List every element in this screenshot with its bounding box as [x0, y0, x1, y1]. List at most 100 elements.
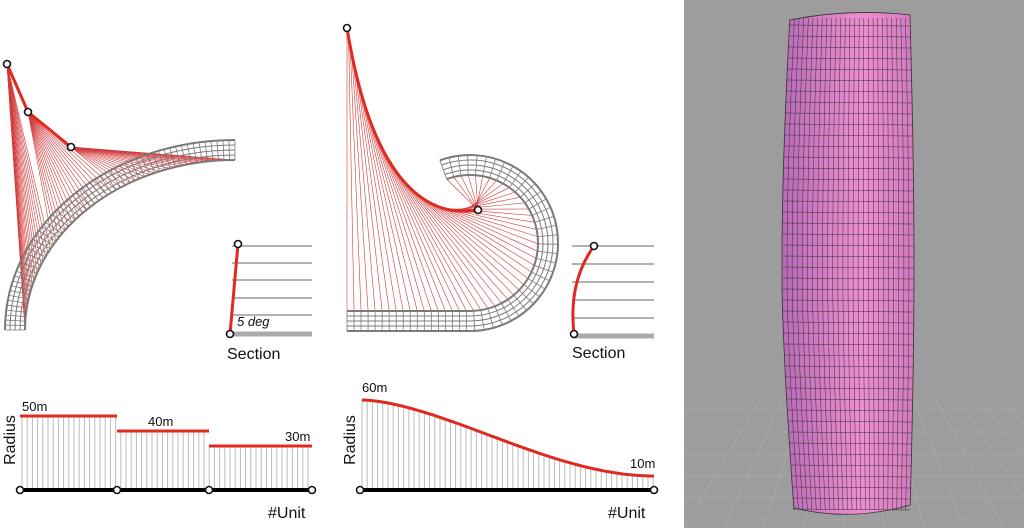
- fan-line: [391, 164, 489, 309]
- fan-line: [27, 111, 99, 201]
- fan-line: [475, 175, 479, 211]
- y-label: Radius: [342, 415, 359, 465]
- y-label: Radius: [2, 415, 19, 465]
- tower-grid: [891, 17, 894, 511]
- tower-grid: [847, 17, 853, 511]
- section-middle: Section: [569, 241, 654, 362]
- fan-line: [6, 63, 32, 291]
- fan-line: [464, 183, 504, 212]
- tower-grid: [862, 17, 866, 511]
- fan-line: [6, 63, 46, 257]
- tower-grid: [905, 17, 910, 511]
- grid-ring: [347, 169, 544, 317]
- division-point: [307, 485, 317, 495]
- fan-line: [359, 87, 397, 312]
- control-point: [473, 205, 483, 215]
- floor-grid: [913, 399, 965, 528]
- fan-line: [403, 180, 514, 296]
- fan-line: [460, 175, 479, 211]
- x-label: #Unit: [608, 505, 646, 522]
- fan-line: [70, 146, 155, 174]
- fan-line: [27, 111, 80, 217]
- fan-line: [355, 71, 383, 312]
- grid-ring: [19, 154, 236, 331]
- fan-line: [27, 111, 91, 207]
- fan-line: [375, 133, 446, 312]
- fan-line: [27, 111, 60, 238]
- tower-grid: [852, 17, 857, 511]
- left-panel: [2, 59, 236, 331]
- step-label: 30m: [285, 429, 310, 444]
- fan-line: [6, 63, 44, 261]
- tower-grid: [886, 17, 889, 511]
- floor-grid: [1001, 399, 1024, 424]
- radius-curve: [361, 398, 655, 478]
- division-point: [112, 485, 122, 495]
- grid-ring: [9, 144, 236, 331]
- fan-line: [27, 111, 95, 204]
- fan-line: [6, 63, 51, 249]
- fan-line: [70, 146, 165, 171]
- fan-line: [27, 111, 66, 231]
- fan-line: [394, 168, 496, 307]
- tower-grid: [900, 17, 905, 511]
- fan-line: [467, 174, 479, 211]
- tower-grid: [791, 17, 804, 511]
- tower-grid: [812, 17, 822, 511]
- tower-grid: [817, 17, 826, 511]
- fan-line: [349, 46, 362, 312]
- division-point: [355, 485, 365, 495]
- control-point: [2, 59, 12, 69]
- fan-line: [357, 79, 390, 312]
- tower-grid: [786, 17, 799, 511]
- section-label: Section: [227, 346, 280, 363]
- tower-grid: [807, 17, 817, 511]
- fan-line: [27, 111, 87, 210]
- fan-line: [27, 111, 54, 246]
- tower-grid: [822, 17, 830, 511]
- fan-line: [70, 146, 145, 177]
- fan-line: [453, 176, 479, 211]
- control-point: [342, 23, 352, 33]
- division-point: [204, 485, 214, 495]
- grid-ring: [347, 159, 554, 327]
- fan-line: [70, 146, 150, 175]
- tower-view: [683, 12, 1024, 528]
- fan-line: [370, 121, 432, 312]
- fan-line: [6, 63, 49, 253]
- grid-ring: [14, 149, 236, 331]
- fan-line: [348, 37, 355, 312]
- fan-line: [6, 63, 40, 270]
- fan-line: [27, 111, 76, 220]
- end-label: 10m: [630, 456, 655, 471]
- grid-ring: [347, 154, 559, 332]
- fan-line: [385, 155, 474, 312]
- fan-line: [372, 127, 439, 312]
- step-label: 40m: [148, 414, 173, 429]
- control-point: [66, 142, 76, 152]
- floor-grid: [979, 399, 1024, 455]
- fan-line: [388, 160, 482, 311]
- step-label: 50m: [22, 399, 47, 414]
- floor-grid: [935, 399, 1005, 528]
- fan-line: [70, 146, 181, 167]
- division-point: [649, 485, 659, 495]
- section-label: Section: [572, 345, 625, 362]
- fan-line: [27, 111, 104, 199]
- fan-line: [380, 145, 460, 312]
- start-label: 60m: [362, 380, 387, 395]
- fan-line: [396, 172, 502, 304]
- middle-panel: [342, 23, 559, 332]
- tower-grid: [868, 17, 871, 511]
- tower-grid: [872, 17, 875, 511]
- fan-line: [457, 191, 516, 212]
- fan-line: [70, 146, 176, 168]
- tower-grid: [837, 17, 844, 511]
- fan-line: [70, 146, 171, 169]
- fan-line: [367, 115, 425, 312]
- fan-line: [70, 146, 140, 179]
- fan-line: [6, 63, 42, 265]
- tower-grid: [796, 17, 808, 511]
- section-left: 5 deg Section: [225, 239, 312, 363]
